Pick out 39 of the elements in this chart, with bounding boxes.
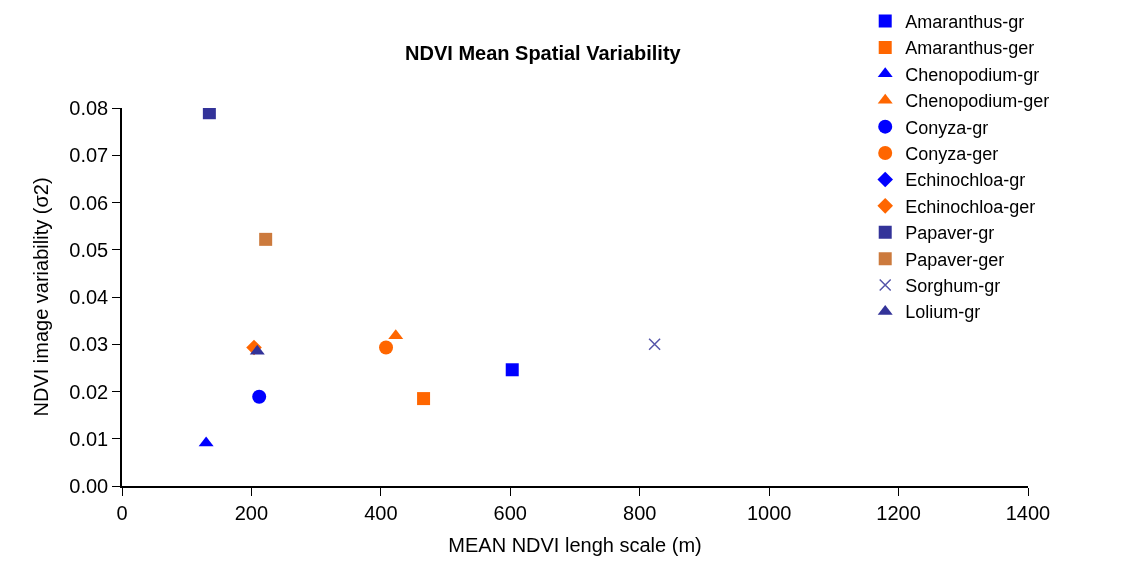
legend-label: Conyza-ger: [905, 144, 999, 165]
point: [379, 340, 394, 355]
y-tick-label: 0.04: [69, 286, 109, 308]
point: [505, 363, 519, 377]
x-tick-label: 600: [493, 501, 527, 524]
x-tick-label: 400: [364, 501, 398, 524]
y-tick-label: 0.08: [69, 97, 109, 119]
legend-label: Papaver-ger: [905, 249, 1005, 270]
chart-title: NDVI Mean Spatial Variability: [405, 41, 682, 64]
y-axis-title: NDVI image variability (σ2): [30, 177, 53, 417]
legend-label: Echinochloa-gr: [905, 170, 1026, 191]
legend-label: Papaver-gr: [905, 223, 995, 244]
point: [648, 338, 661, 351]
x-tick-label: 0: [116, 501, 128, 524]
legend-label: Chenopodium-ger: [905, 91, 1050, 112]
y-tick-label: 0.07: [69, 144, 109, 167]
y-tick-label: 0.03: [69, 333, 109, 356]
x-tick-label: 1200: [876, 501, 921, 524]
legend-label: Echinochloa-ger: [905, 196, 1036, 217]
y-tick-label: 0.02: [69, 380, 109, 403]
legend-label: Conyza-gr: [905, 117, 989, 138]
point: [259, 232, 273, 246]
y-tick-label: 0.00: [69, 475, 109, 497]
y-tick-label: 0.05: [69, 238, 109, 261]
legend-label: Sorghum-gr: [905, 276, 1001, 297]
legend-label: Amaranthus-ger: [905, 38, 1035, 59]
x-tick-label: 200: [234, 501, 269, 524]
legend-label: Lolium-gr: [905, 302, 981, 323]
point: [417, 392, 431, 406]
x-tick-label: 1000: [746, 501, 792, 524]
y-tick-label: 0.06: [69, 191, 109, 214]
x-tick-label: 800: [623, 501, 657, 524]
point: [252, 389, 267, 404]
x-tick-label: 1400: [1005, 501, 1051, 524]
legend-label: Chenopodium-gr: [905, 64, 1040, 85]
x-axis-title: MEAN NDVI lengh scale (m): [448, 533, 702, 556]
y-tick-label: 0.01: [69, 427, 109, 450]
legend-label: Amaranthus-gr: [905, 12, 1025, 33]
point: [202, 108, 216, 120]
